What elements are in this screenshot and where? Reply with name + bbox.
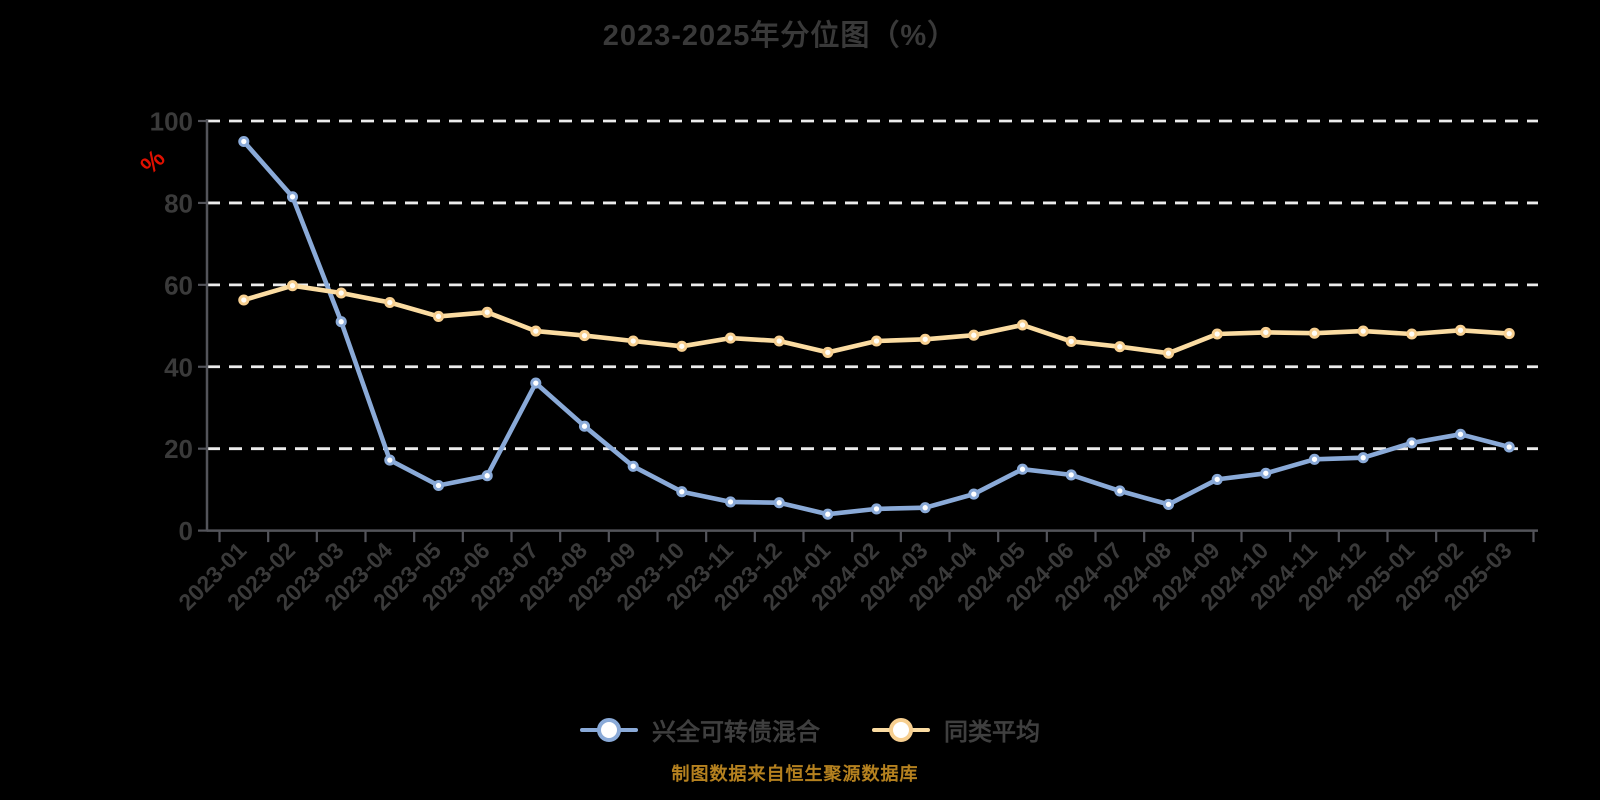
data-point-兴全可转债混合-2024-12	[1357, 452, 1369, 464]
data-point-兴全可转债混合-2023-04	[384, 454, 396, 466]
fund-series-marker-icon	[580, 717, 638, 743]
y-tick-label-0: 0	[179, 516, 193, 546]
data-point-同类平均-2024-03	[919, 333, 931, 345]
data-point-兴全可转债混合-2023-01	[238, 135, 250, 148]
y-tick-label-80: 80	[164, 188, 193, 218]
data-point-同类平均-2023-10	[676, 340, 688, 352]
data-point-同类平均-2024-07	[1114, 341, 1126, 353]
data-point-同类平均-2023-11	[724, 332, 737, 344]
data-point-兴全可转债混合-2024-01	[822, 508, 834, 520]
data-point-同类平均-2024-11	[1308, 327, 1321, 339]
data-point-兴全可转债混合-2023-02	[286, 191, 299, 203]
data-point-同类平均-2023-09	[627, 335, 639, 347]
data-point-同类平均-2024-01	[822, 346, 834, 358]
data-point-兴全可转债混合-2025-03	[1503, 441, 1515, 453]
legend-label-average: 同类平均	[944, 719, 1040, 746]
data-point-同类平均-2025-03	[1503, 328, 1515, 340]
data-point-同类平均-2023-03	[335, 287, 347, 299]
data-point-兴全可转债混合-2025-01	[1406, 437, 1418, 449]
data-point-兴全可转债混合-2024-11	[1308, 453, 1321, 465]
data-point-同类平均-2024-05	[1016, 319, 1029, 331]
legend-item-category-average: 同类平均	[872, 712, 1040, 747]
data-point-兴全可转债混合-2023-03	[335, 316, 347, 328]
data-point-兴全可转债混合-2023-05	[432, 479, 445, 492]
data-point-兴全可转债混合-2024-08	[1162, 498, 1175, 510]
data-source-note: 制图数据来自恒生聚源数据库	[671, 764, 919, 784]
chart-legend: 兴全可转债混合 同类平均	[0, 712, 1600, 747]
y-tick-label-20: 20	[164, 434, 193, 464]
data-point-兴全可转债混合-2024-05	[1016, 463, 1029, 475]
data-point-同类平均-2023-05	[432, 310, 445, 322]
y-tick-label-100: 100	[150, 107, 193, 137]
data-point-同类平均-2024-02	[870, 335, 883, 347]
data-point-兴全可转债混合-2024-07	[1114, 485, 1126, 497]
legend-label-fund: 兴全可转债混合	[652, 719, 820, 746]
y-tick-label-40: 40	[164, 352, 193, 382]
data-point-同类平均-2024-04	[968, 329, 980, 341]
data-point-同类平均-2025-01	[1406, 328, 1418, 340]
data-point-同类平均-2024-10	[1260, 326, 1272, 338]
data-point-兴全可转债混合-2023-06	[481, 470, 493, 482]
y-tick-label-60: 60	[164, 270, 193, 300]
data-point-同类平均-2023-04	[384, 296, 396, 309]
data-point-同类平均-2024-12	[1357, 325, 1369, 337]
y-axis-unit-percent: %	[135, 144, 171, 180]
data-point-同类平均-2024-06	[1065, 335, 1077, 347]
data-point-兴全可转债混合-2024-02	[870, 503, 883, 515]
average-legend-circle	[889, 717, 913, 742]
data-point-同类平均-2024-08	[1162, 347, 1175, 359]
data-point-同类平均-2024-09	[1211, 328, 1223, 340]
data-point-兴全可转债混合-2024-09	[1211, 473, 1223, 485]
data-point-同类平均-2023-06	[481, 306, 493, 318]
data-point-兴全可转债混合-2024-03	[919, 502, 931, 514]
average-series-marker-icon	[872, 717, 930, 743]
data-point-同类平均-2023-07	[530, 325, 542, 337]
data-point-兴全可转债混合-2025-02	[1454, 428, 1467, 440]
chart-title: 2023-2025年分位图（%）	[602, 20, 958, 52]
data-point-兴全可转债混合-2023-11	[724, 496, 737, 508]
fund-legend-circle	[597, 717, 621, 742]
data-point-兴全可转债混合-2024-06	[1065, 469, 1077, 481]
data-point-兴全可转债混合-2023-09	[627, 460, 639, 472]
data-point-兴全可转债混合-2023-10	[676, 486, 688, 498]
data-point-同类平均-2023-08	[578, 330, 591, 342]
data-point-同类平均-2023-01	[238, 294, 250, 306]
data-point-兴全可转债混合-2024-04	[968, 488, 980, 500]
data-point-同类平均-2023-12	[773, 335, 785, 347]
data-point-兴全可转债混合-2023-08	[578, 420, 591, 432]
data-point-兴全可转债混合-2023-07	[530, 377, 542, 389]
data-point-同类平均-2023-02	[286, 280, 299, 292]
data-point-兴全可转债混合-2024-10	[1260, 467, 1272, 479]
legend-item-fund: 兴全可转债混合	[580, 712, 820, 747]
data-point-同类平均-2025-02	[1454, 324, 1467, 336]
data-point-兴全可转债混合-2023-12	[773, 497, 785, 509]
